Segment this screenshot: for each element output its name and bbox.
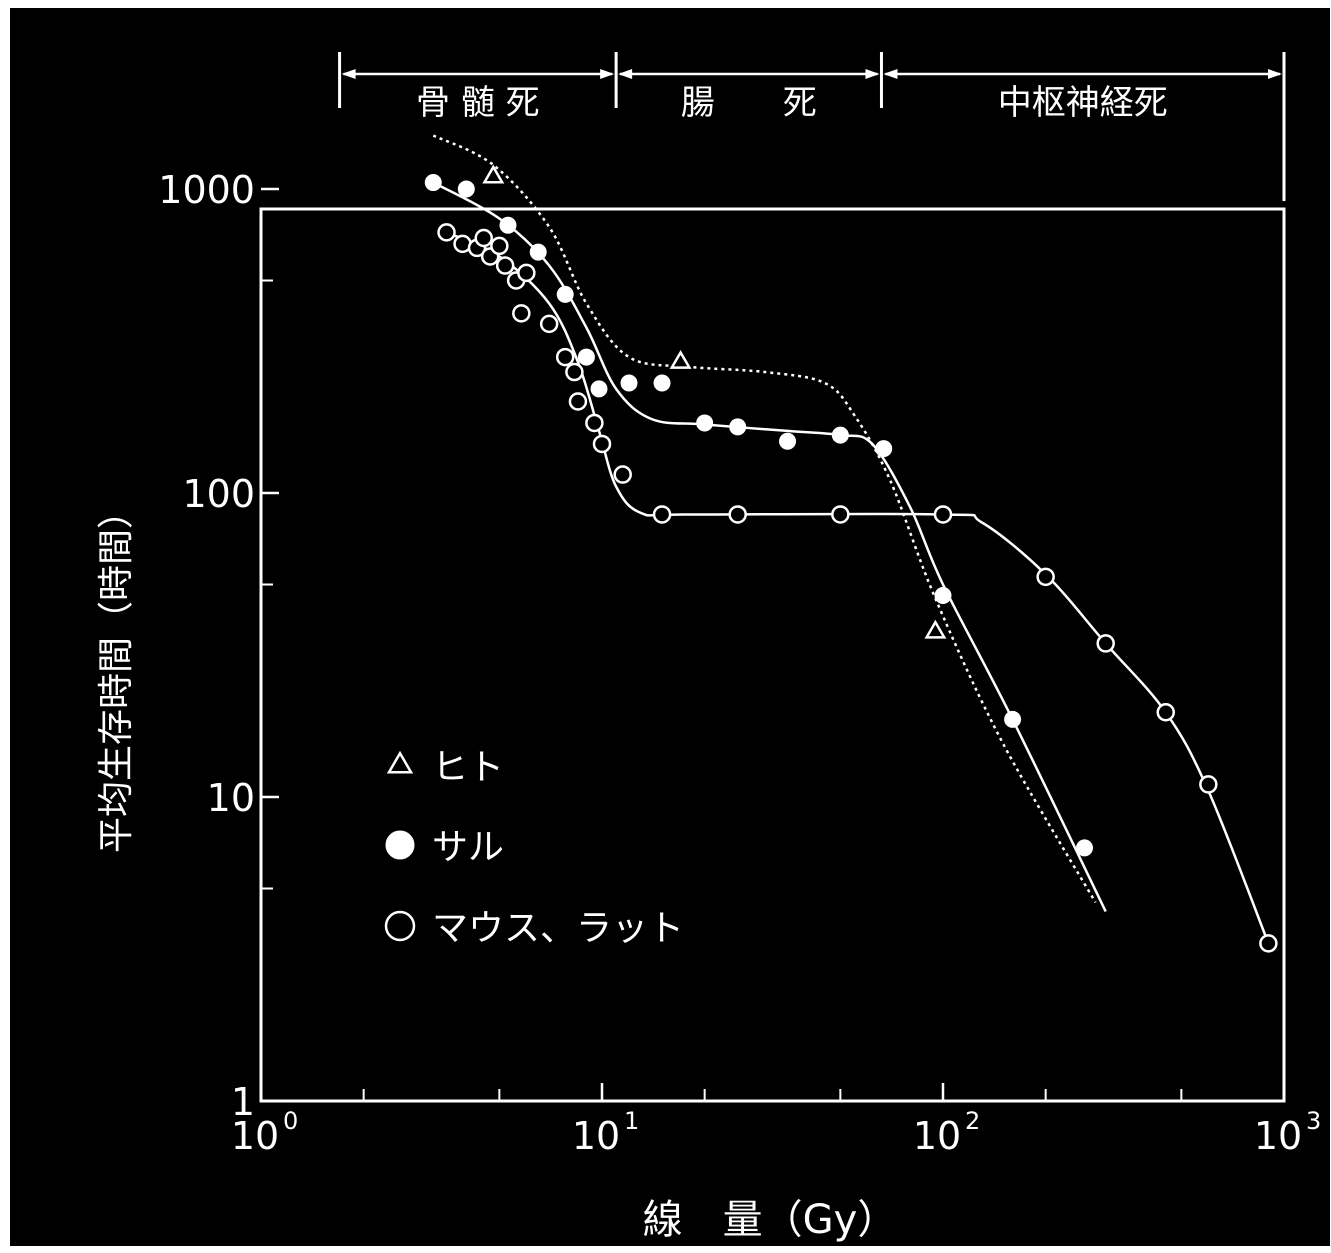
filled-circle-marker <box>831 426 849 444</box>
filled-circle-marker <box>577 348 595 366</box>
y-axis-label: 平均生存時間（時間） <box>96 493 137 853</box>
filled-circle-marker <box>779 432 797 450</box>
x-tick-base: 10 <box>1254 1114 1302 1158</box>
open-circle-marker <box>1036 567 1055 587</box>
filled-circle-marker <box>556 285 574 303</box>
filled-circle-marker <box>696 414 714 432</box>
series-curve-2 <box>432 181 1107 913</box>
open-circle-marker <box>490 236 509 256</box>
arrow-left-icon <box>883 69 898 79</box>
open-circle-marker <box>585 413 604 433</box>
series-curve-1 <box>432 134 1097 904</box>
legend-label: ヒト <box>432 747 504 788</box>
open-circle-marker <box>1259 934 1278 953</box>
filled-circle-marker <box>457 180 475 198</box>
y-tick-label: 1000 <box>158 168 255 212</box>
region-label-3: 中枢神経死 <box>998 83 1168 123</box>
open-circle-marker <box>1156 703 1175 722</box>
arrow-left-icon <box>618 69 633 79</box>
filled-circle-marker <box>620 374 638 392</box>
x-tick-exp: 0 <box>283 1107 298 1135</box>
x-tick-label: 10 2 <box>913 1107 980 1158</box>
triangle-marker <box>924 619 947 639</box>
x-tick-label: 10 0 <box>231 1107 298 1158</box>
filled-circle-marker <box>653 374 671 392</box>
plot-frame <box>259 207 1286 1103</box>
x-tick-exp: 3 <box>1306 1107 1321 1135</box>
open-circle-marker <box>933 505 953 524</box>
open-circle-marker <box>539 314 559 334</box>
legend-item-3: マウス、ラット <box>384 908 684 949</box>
filled-circle-marker <box>424 174 442 192</box>
open-circle-marker <box>512 304 531 323</box>
filled-circle-marker <box>729 418 747 436</box>
open-circle-marker <box>728 505 747 524</box>
open-circle-marker <box>384 910 416 942</box>
y-tick-label: 10 <box>207 776 255 820</box>
open-circle-marker <box>592 434 612 454</box>
legend-item-1: ヒト <box>386 747 504 788</box>
x-tick-exp: 2 <box>965 1107 980 1135</box>
filled-circle-marker <box>499 216 517 234</box>
x-tick-exp: 1 <box>624 1107 639 1135</box>
legend-item-2: サル <box>385 827 504 868</box>
x-tick-label: 10 3 <box>1254 1107 1321 1158</box>
open-circle-marker <box>555 347 575 367</box>
open-circle-marker <box>1096 634 1115 653</box>
series-curve-3 <box>445 231 1270 944</box>
open-circle-marker <box>831 505 850 524</box>
chart-svg: 骨 髄 死腸 死中枢神経死 10 0 10 1 10 2 10 3 1101001000 ヒト… <box>96 52 1321 1243</box>
y-tick-label: 1 <box>231 1080 255 1124</box>
open-circle-marker <box>613 465 632 484</box>
arrow-left-icon <box>341 69 356 79</box>
y-tick-label: 100 <box>182 472 255 516</box>
legend-label: マウス、ラット <box>432 908 684 949</box>
open-circle-marker <box>1199 775 1218 794</box>
filled-circle-marker <box>590 380 608 398</box>
filled-circle-marker <box>1004 710 1022 728</box>
open-circle-marker <box>565 362 584 382</box>
filled-circle-marker <box>934 587 952 605</box>
region-bar: 骨 髄 死 腸 死 中枢神経死 <box>338 52 1286 201</box>
x-axis-label: 線 量（Gy） <box>643 1197 898 1243</box>
open-circle-marker <box>495 256 515 275</box>
filled-circle-marker <box>1076 839 1094 857</box>
arrow-right-icon <box>1268 69 1282 79</box>
x-tick-label: 10 1 <box>572 1107 639 1158</box>
open-circle-marker <box>568 392 588 411</box>
filled-circle-marker <box>875 440 893 458</box>
legend-label: サル <box>432 827 504 868</box>
y-axis: 1 10 100 1000 <box>158 168 279 1124</box>
x-axis: 10 0 10 1 10 2 10 3 <box>231 1083 1321 1158</box>
region-label-2: 腸 死 <box>681 83 817 123</box>
arrow-right-icon <box>865 69 880 79</box>
triangle-marker <box>482 164 505 184</box>
region-label-1: 骨 髄 死 <box>416 83 540 123</box>
triangle-marker <box>386 750 414 774</box>
filled-circle-marker <box>529 243 547 261</box>
series-curves <box>432 134 1270 944</box>
x-tick-base: 10 <box>572 1114 620 1158</box>
chart-canvas: 骨 髄 死腸 死中枢神経死 10 0 10 1 10 2 10 3 1 10 100 1000 ヒト… <box>10 8 1330 1246</box>
x-tick-base: 10 <box>913 1114 961 1158</box>
x-tick-base: 10 <box>231 1114 279 1158</box>
open-circle-marker <box>652 505 672 524</box>
open-circle-marker <box>437 223 456 242</box>
triangle-marker <box>669 349 692 369</box>
arrow-right-icon <box>600 69 615 79</box>
series-points <box>424 164 1278 953</box>
filled-circle-marker <box>385 830 415 860</box>
open-circle-marker <box>517 263 536 283</box>
open-circle-marker <box>474 228 493 248</box>
